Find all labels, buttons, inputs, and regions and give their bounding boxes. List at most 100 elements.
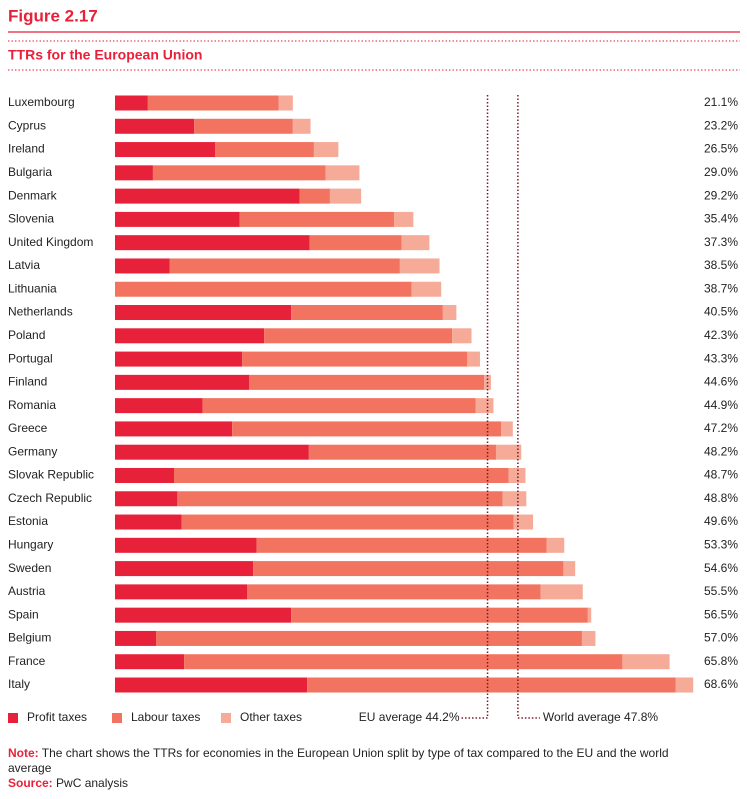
bar-segment [115, 235, 310, 251]
category-label: Italy [8, 677, 30, 691]
category-label: Ireland [8, 142, 45, 156]
source: Source: PwC analysis [8, 776, 698, 791]
bar-segment [587, 607, 592, 623]
bar-segment [242, 351, 468, 367]
total-label: 38.5% [704, 258, 738, 272]
total-label: 29.2% [704, 188, 738, 202]
bar-segment [115, 561, 254, 577]
total-label: 57.0% [704, 631, 738, 645]
category-label: Estonia [8, 514, 48, 528]
legend-label: Labour taxes [131, 710, 200, 724]
bar-segment [115, 467, 174, 483]
category-label: Sweden [8, 561, 51, 575]
bar-segment [581, 630, 596, 646]
total-label: 53.3% [704, 537, 738, 551]
bar-segment [452, 328, 472, 344]
chart-title: TTRs for the European Union [8, 47, 202, 63]
category-label: Greece [8, 421, 48, 435]
bar-segment [115, 118, 195, 134]
category-label: Cyprus [8, 118, 46, 132]
bar-segment [115, 398, 203, 414]
bar-segment [291, 305, 443, 321]
note-text: The chart shows the TTRs for economies i… [8, 746, 669, 775]
bar-segment [253, 561, 564, 577]
bar-segment [325, 165, 360, 181]
bar-segment [115, 514, 182, 530]
total-label: 49.6% [704, 514, 738, 528]
category-label: Hungary [8, 537, 53, 551]
category-label: Netherlands [8, 305, 73, 319]
bar-segment [177, 491, 503, 507]
bar-segment [215, 142, 314, 158]
bar-segment [256, 537, 547, 553]
source-text: PwC analysis [56, 776, 129, 790]
category-label: Czech Republic [8, 491, 92, 505]
bar-segment [115, 654, 185, 670]
legend-swatch [112, 713, 122, 723]
bar-segment [115, 444, 309, 460]
bar-segment [115, 374, 250, 390]
bar-segment [313, 142, 339, 158]
total-label: 40.5% [704, 305, 738, 319]
bar-segment [247, 584, 541, 600]
bar-segment [540, 584, 583, 600]
category-label: Belgium [8, 631, 51, 645]
legend-label: Other taxes [240, 710, 302, 724]
total-label: 26.5% [704, 142, 738, 156]
bar-segment [115, 258, 170, 274]
bar-segment [181, 514, 514, 530]
bar-segment [264, 328, 453, 344]
bar-segment [156, 630, 582, 646]
bar-segment [115, 211, 240, 227]
total-label: 21.1% [704, 95, 738, 109]
category-label: Portugal [8, 351, 53, 365]
total-label: 44.6% [704, 375, 738, 389]
bar-segment [675, 677, 694, 693]
bar-segment [115, 607, 292, 623]
legend-label: Profit taxes [27, 710, 87, 724]
total-label: 38.7% [704, 281, 738, 295]
category-label: Spain [8, 607, 39, 621]
bar-segment [467, 351, 480, 367]
bar-segment [115, 328, 265, 344]
note-label: Note: [8, 746, 39, 760]
category-label: Slovak Republic [8, 468, 94, 482]
total-label: 29.0% [704, 165, 738, 179]
bar-segment [291, 607, 588, 623]
bar-segment [115, 305, 292, 321]
bar-segment [115, 142, 216, 158]
bar-segment [115, 165, 153, 181]
bar-segment [393, 211, 414, 227]
chart: Figure 2.17 TTRs for the European Union … [8, 6, 740, 724]
bar-segment [194, 118, 293, 134]
bar-segment [115, 677, 308, 693]
bar-segment [411, 281, 442, 297]
total-label: 44.9% [704, 398, 738, 412]
legend-swatch [8, 713, 18, 723]
bar-segment [501, 421, 513, 437]
bar-segment [622, 654, 670, 670]
bar-segment [329, 188, 362, 204]
bar-segment [308, 444, 496, 460]
bar-segment [563, 561, 576, 577]
bar-segment [232, 421, 502, 437]
category-label: Denmark [8, 188, 58, 202]
note: Note: The chart shows the TTRs for econo… [8, 746, 698, 776]
bar-segment [442, 305, 457, 321]
figure-label: Figure 2.17 [8, 6, 98, 25]
category-label: Germany [8, 444, 57, 458]
bar-segment [513, 514, 534, 530]
total-label: 55.5% [704, 584, 738, 598]
total-label: 43.3% [704, 351, 738, 365]
category-label: Finland [8, 375, 47, 389]
bar-segment [115, 351, 243, 367]
category-label: Bulgaria [8, 165, 52, 179]
bar-segment [399, 258, 440, 274]
total-label: 37.3% [704, 235, 738, 249]
bar-segment [401, 235, 430, 251]
category-label: Latvia [8, 258, 40, 272]
total-label: 54.6% [704, 561, 738, 575]
bar-segment [309, 235, 402, 251]
bar-segment [115, 188, 300, 204]
